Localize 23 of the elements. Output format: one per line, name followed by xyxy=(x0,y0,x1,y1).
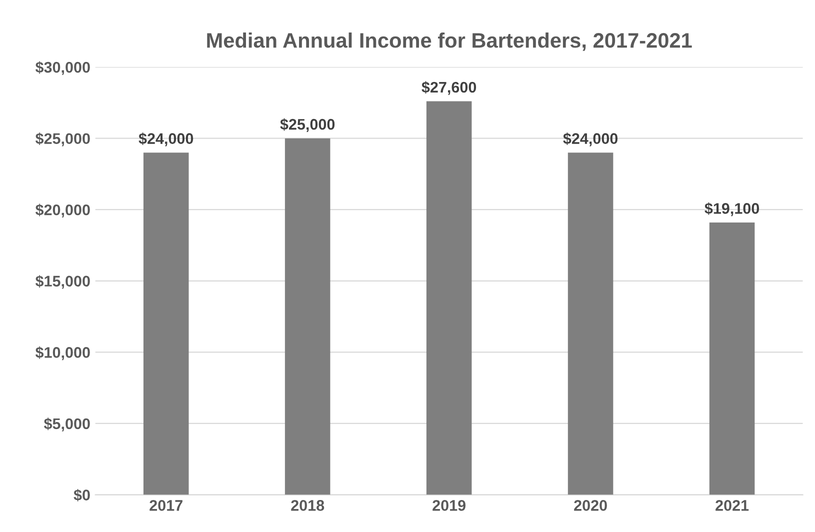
chart-title: Median Annual Income for Bartenders, 2017-2021 xyxy=(207,32,692,51)
data-label: $24,000 xyxy=(138,132,194,146)
y-tick-label: $30,000 xyxy=(35,61,90,75)
bar xyxy=(284,138,330,495)
data-label: $24,000 xyxy=(563,132,618,146)
bar xyxy=(143,152,189,495)
x-tick-label: 2018 xyxy=(291,500,324,511)
bar xyxy=(426,101,472,495)
x-tick-label: 2020 xyxy=(574,500,607,511)
y-tick-label: $20,000 xyxy=(35,204,90,218)
data-label: $27,600 xyxy=(422,81,476,95)
x-tick-label: 2021 xyxy=(716,500,749,511)
y-tick-label: $25,000 xyxy=(35,132,90,146)
data-label: $19,100 xyxy=(704,202,760,216)
x-tick-label: 2017 xyxy=(150,500,182,511)
y-tick-label: $0 xyxy=(74,488,90,502)
bar xyxy=(568,152,614,495)
bar xyxy=(709,222,755,495)
x-tick-label: 2019 xyxy=(432,500,466,511)
y-tick-label: $5,000 xyxy=(44,418,90,432)
y-tick-label: $15,000 xyxy=(35,275,90,289)
y-tick-label: $10,000 xyxy=(35,346,90,360)
data-label: $25,000 xyxy=(280,118,335,132)
